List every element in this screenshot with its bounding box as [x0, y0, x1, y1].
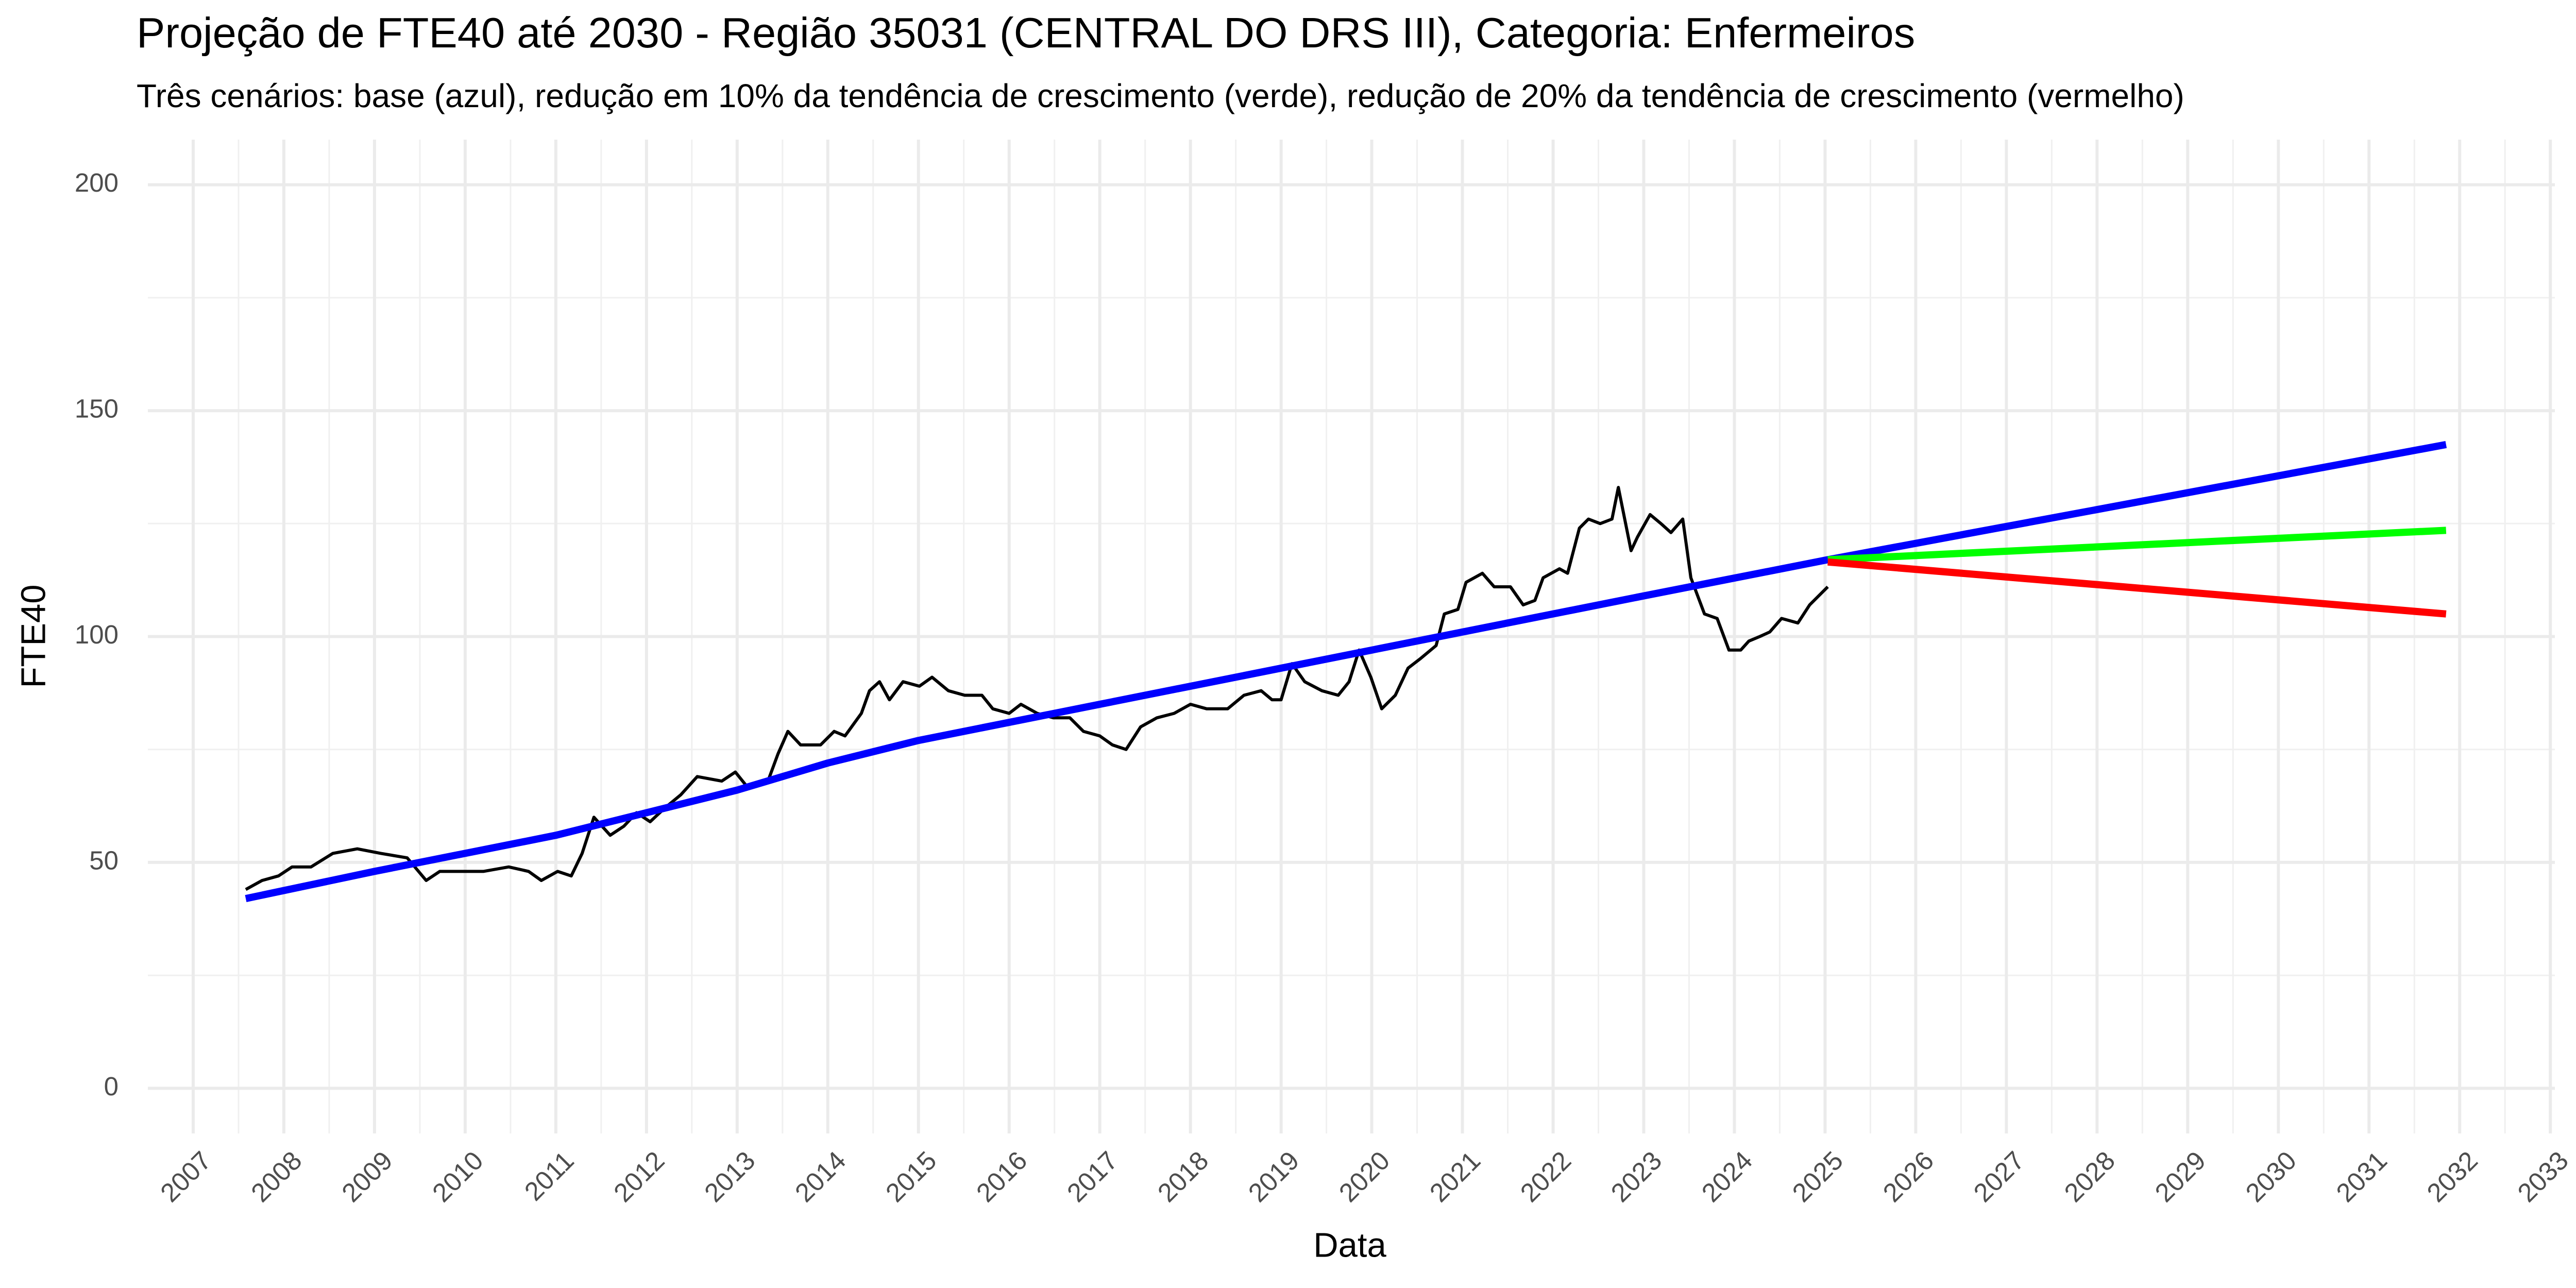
marks	[245, 441, 2447, 902]
chart-title: Projeção de FTE40 até 2030 - Região 3503…	[137, 9, 1915, 57]
y-tick-label: 50	[89, 845, 118, 875]
y-tick-label: 100	[75, 620, 118, 649]
y-axis-title: FTE40	[14, 584, 53, 688]
line-series	[1827, 558, 2447, 618]
x-axis-title: Data	[1313, 1226, 1386, 1265]
grid	[148, 140, 2555, 1133]
line-series	[1827, 527, 2447, 564]
y-tick-label: 0	[104, 1072, 118, 1101]
y-tick-label: 200	[75, 168, 118, 197]
y-tick-label: 150	[75, 394, 118, 423]
line-series	[245, 441, 2447, 902]
chart-subtitle: Três cenários: base (azul), redução em 1…	[137, 77, 2184, 114]
